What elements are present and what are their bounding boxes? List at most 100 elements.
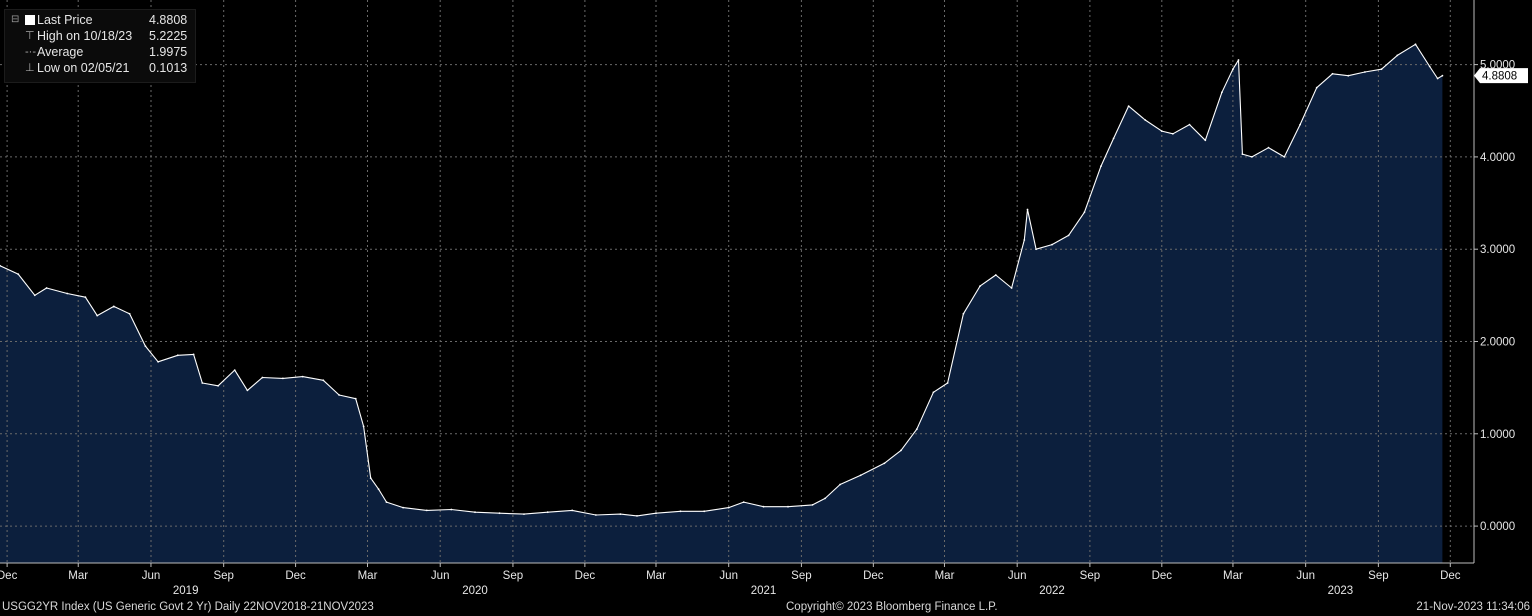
x-tick-label: Dec	[1152, 570, 1173, 582]
data-point	[1441, 74, 1444, 77]
legend-average-value: 1.9975	[149, 45, 188, 59]
data-point	[523, 513, 525, 515]
y-tick-label: 3.0000	[1480, 244, 1515, 256]
x-tick-label: Jun	[1296, 570, 1315, 582]
data-point	[322, 379, 325, 382]
data-point	[377, 488, 380, 491]
x-tick-label: Dec	[863, 570, 884, 582]
legend-last-price-label: Last Price	[37, 13, 93, 27]
collapse-toggle-icon[interactable]: ⊟	[11, 14, 20, 25]
data-point	[128, 312, 131, 315]
low-marker-icon: ⊥	[25, 62, 35, 74]
x-tick-label: Dec	[285, 570, 306, 582]
data-point	[192, 353, 195, 356]
data-point	[282, 377, 284, 380]
legend-high-value: 5.2225	[149, 29, 188, 43]
data-point	[883, 462, 886, 465]
x-tick-label: Jun	[431, 570, 450, 582]
data-point	[1364, 71, 1366, 73]
data-point	[157, 360, 160, 363]
data-point	[1299, 123, 1301, 126]
x-tick-label: Mar	[68, 570, 88, 582]
data-point	[727, 506, 730, 509]
data-point	[994, 274, 997, 276]
data-point	[1172, 132, 1174, 135]
data-point	[1436, 77, 1439, 80]
data-point	[932, 391, 935, 394]
data-point	[144, 345, 147, 347]
data-point	[17, 273, 20, 275]
data-point	[1414, 43, 1417, 46]
legend-low-label: Low on 02/05/21	[37, 61, 130, 75]
data-point	[45, 287, 48, 289]
data-point	[474, 511, 476, 514]
data-point	[1241, 153, 1244, 156]
data-point	[354, 397, 357, 400]
data-point	[979, 285, 981, 287]
data-point	[1023, 239, 1026, 241]
data-point	[369, 477, 372, 479]
x-tick-label: Dec	[575, 570, 596, 582]
data-point	[217, 384, 220, 387]
data-point	[385, 501, 388, 503]
data-point	[824, 497, 826, 500]
footer-timestamp: 21-Nov-2023 11:34:06	[1416, 601, 1530, 613]
data-point	[450, 508, 453, 511]
x-tick-label: Jun	[719, 570, 738, 582]
data-point	[201, 382, 204, 384]
data-point	[839, 483, 841, 486]
x-tick-label: Jun	[142, 570, 161, 582]
last-price-swatch-icon	[25, 15, 35, 25]
data-point	[1251, 156, 1253, 158]
x-tick-label: Sep	[213, 570, 233, 582]
data-point	[742, 501, 745, 503]
footer-copyright: Copyright© 2023 Bloomberg Finance L.P.	[786, 601, 998, 613]
data-point	[1100, 165, 1102, 168]
legend-high-label: High on 10/18/23	[37, 29, 133, 43]
data-point	[1331, 72, 1334, 75]
x-tick-label: Mar	[1223, 570, 1243, 582]
data-point	[1267, 146, 1270, 149]
data-point	[84, 296, 87, 299]
data-point	[246, 389, 249, 392]
x-tick-label: Mar	[358, 570, 378, 582]
series-line-last-price	[0, 43, 1443, 517]
data-point	[33, 294, 36, 297]
data-point	[679, 510, 682, 513]
data-point	[338, 394, 340, 396]
data-point	[233, 369, 236, 371]
footer-ticker-info: USGG2YR Index (US Generic Govt 2 Yr) Dai…	[2, 601, 374, 613]
x-tick-label: Sep	[1080, 570, 1100, 582]
data-point	[655, 512, 657, 515]
x-year-label: 2019	[173, 585, 199, 597]
data-point	[1237, 59, 1240, 61]
data-point	[1204, 139, 1207, 142]
data-point	[946, 382, 949, 384]
data-point	[261, 376, 264, 379]
data-point	[1144, 119, 1147, 121]
legend-last-price-value: 4.8808	[149, 13, 188, 27]
data-point	[571, 509, 574, 512]
data-point	[112, 305, 115, 308]
data-point	[962, 312, 965, 315]
data-point	[1347, 74, 1350, 77]
last-price-tag-label: 4.8808	[1482, 71, 1517, 83]
legend-low-value: 0.1013	[149, 61, 188, 75]
data-point	[66, 292, 69, 295]
data-point	[498, 512, 501, 515]
legend-average-label: Average	[37, 45, 84, 59]
x-tick-label: Jun	[1008, 570, 1027, 582]
data-point	[96, 314, 99, 317]
data-point	[915, 428, 918, 431]
data-point	[787, 505, 789, 508]
x-tick-label: Dec	[1440, 570, 1461, 582]
data-point	[1112, 137, 1115, 140]
data-point	[1283, 156, 1286, 158]
average-marker-icon: -·-	[25, 46, 36, 58]
data-point	[1083, 211, 1086, 214]
data-point	[1051, 243, 1053, 246]
data-point	[1127, 105, 1130, 107]
x-tick-label: Mar	[935, 570, 955, 582]
x-tick-label: Sep	[503, 570, 523, 582]
data-point	[402, 506, 404, 509]
